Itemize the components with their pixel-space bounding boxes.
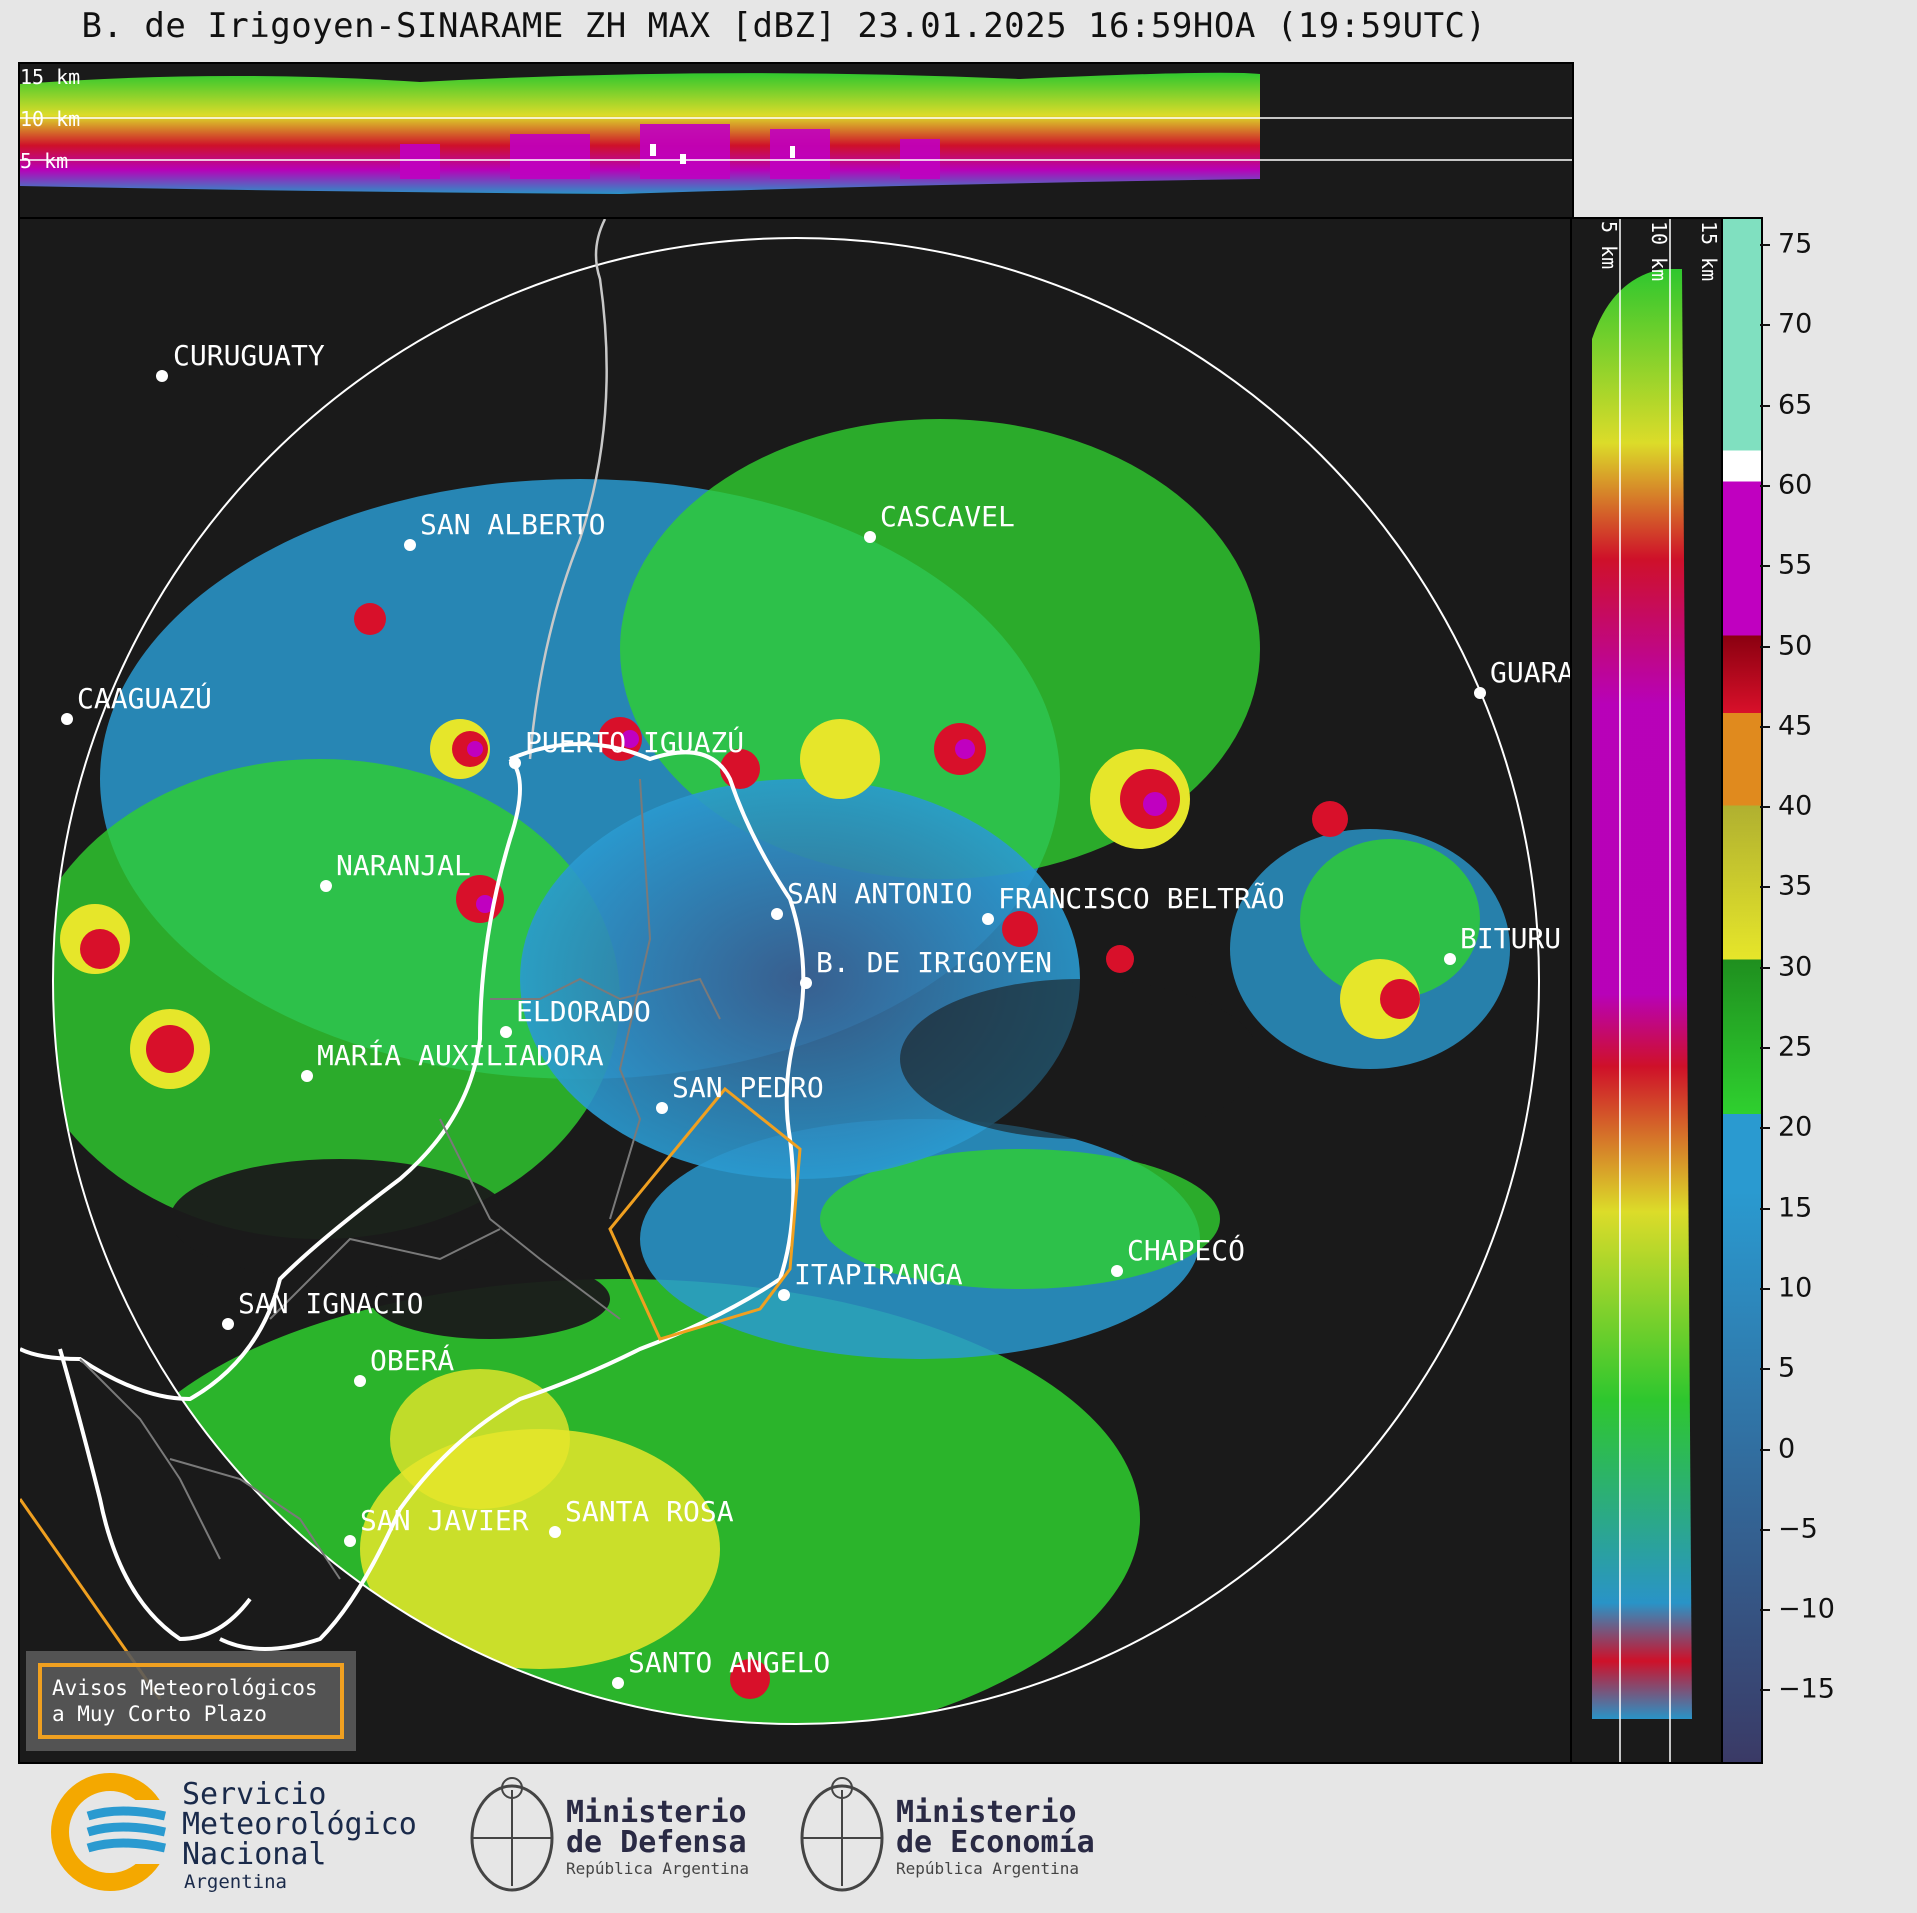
radar-map: CURUGUATY SAN ALBERTO CASCAVEL CAAGUAZÚ … [18,217,1574,1764]
colorbar-tick-label: 45 [1778,710,1813,742]
label-san-antonio: SAN ANTONIO [787,877,972,910]
warning-legend: Avisos Meteorológicos a Muy Corto Plazo [26,1651,356,1751]
top-height-label-5: 5 km [20,149,68,173]
side-profile-echo [1592,269,1692,1719]
label-san-alberto: SAN ALBERTO [420,508,605,541]
colorbar-tick-mark [1760,324,1770,327]
province-lines [79,778,721,1580]
label-bituru: BITURU [1460,922,1561,955]
map-title: B. de Irigoyen-SINARAME ZH MAX [dBZ] 23.… [81,6,1487,46]
defensa-line3: República Argentina [566,1859,749,1878]
economia-logo: Ministerio de Economía República Argenti… [800,1777,1095,1892]
colorbar-tick-label: 15 [1778,1192,1813,1224]
defensa-logo: Ministerio de Defensa República Argentin… [470,1777,749,1892]
colorbar-tick-mark [1760,484,1770,487]
dbz-colorbar [1721,217,1763,1764]
label-puerto-iguazu: PUERTO IGUAZÚ [525,725,744,759]
label-san-javier: SAN JAVIER [360,1504,529,1537]
colorbar-tick-mark [1760,1368,1770,1371]
colorbar-tick-label: 20 [1778,1111,1813,1143]
river-border-east [219,742,806,1651]
top-height-label-10: 10 km [20,107,80,131]
colorbar-tick-label: 55 [1778,549,1813,581]
colorbar-tick-label: 60 [1778,469,1813,501]
colorbar-tick-mark [1760,1207,1770,1210]
top-height-label-15: 15 km [20,65,80,89]
label-chapeco: CHAPECÓ [1127,1233,1245,1267]
colorbar-tick-label: 50 [1778,630,1813,661]
smn-line3: Nacional [182,1837,327,1872]
colorbar-tick-mark [1760,966,1770,969]
colorbar-tick-label: 0 [1778,1433,1796,1464]
smn-logo: Servicio Meteorológico Nacional Argentin… [51,1773,417,1893]
colorbar-tick-label: 5 [1778,1352,1796,1384]
top-height-profile: 15 km 10 km 5 km [18,62,1574,221]
colorbar-tick-mark [1760,886,1770,889]
warning-legend-line2: a Muy Corto Plazo [52,1702,267,1726]
side-height-label-5: 5 km [1597,221,1621,269]
colorbar-tick-mark [1760,1609,1770,1612]
range-ring [52,237,1540,1725]
label-guara: GUARA [1490,656,1572,689]
label-santo-angelo: SANTO ANGELO [628,1646,830,1679]
colorbar-tick-label: −5 [1778,1513,1818,1545]
economia-line2: de Economía [896,1825,1095,1860]
label-maria-auxiliadora: MARÍA AUXILIADORA [317,1038,604,1072]
colorbar-tick-mark [1760,565,1770,568]
colorbar-tick-mark [1760,404,1770,407]
smn-line2: Meteorológico [182,1807,417,1842]
colorbar-tick-label: 65 [1778,389,1813,421]
label-san-ignacio: SAN IGNACIO [238,1287,423,1320]
colorbar-tick-mark [1760,244,1770,246]
colorbar-tick-mark [1760,1689,1770,1692]
defensa-line1: Ministerio [566,1795,747,1830]
label-obera: OBERÁ [370,1343,454,1377]
colorbar-tick-mark [1760,1047,1770,1049]
colorbar-tick-label: 25 [1778,1031,1813,1063]
label-itapiranga: ITAPIRANGA [794,1258,963,1291]
colorbar-tick-mark [1760,645,1770,648]
colorbar-tick-label: 40 [1778,790,1813,822]
warning-polygon [608,1086,802,1341]
dbz-colorbar-ticks: 75 70 65 60 55 50 45 40 35 30 25 20 15 10 5 0 −5 −10 −15 [1760,217,1880,1760]
colorbar-tick-mark [1760,1287,1770,1290]
side-height-profile: 5 km 10 km 15 km [1570,217,1725,1764]
label-santa-rosa: SANTA ROSA [565,1495,734,1528]
colorbar-tick-label: 30 [1778,951,1813,983]
label-curuguaty: CURUGUATY [173,339,325,372]
label-caaguazu: CAAGUAZÚ [77,681,212,715]
colorbar-tick-label: −15 [1778,1673,1835,1705]
river-border-south [58,1348,252,1642]
side-height-label-10: 10 km [1647,221,1671,281]
river-border-west [20,757,522,1402]
colorbar-tick-label: 75 [1778,228,1813,260]
colorbar-tick-mark [1760,806,1770,809]
colorbar-tick-mark [1760,1448,1770,1451]
label-cascavel: CASCAVEL [880,500,1015,533]
side-height-label-15: 15 km [1697,221,1721,281]
label-francisco-beltrao: FRANCISCO BELTRÃO [998,882,1285,915]
footer-logos: Servicio Meteorológico Nacional Argentin… [0,1760,1917,1909]
economia-line1: Ministerio [896,1795,1077,1830]
colorbar-tick-mark [1760,1528,1770,1531]
country-border-line [528,219,608,760]
smn-line4: Argentina [184,1871,287,1893]
colorbar-tick-mark [1760,1127,1770,1130]
colorbar-tick-label: −10 [1778,1593,1835,1625]
colorbar-tick-mark [1760,725,1770,728]
colorbar-tick-label: 35 [1778,870,1813,902]
colorbar-tick-label: 70 [1778,308,1813,340]
colorbar-tick-label: 10 [1778,1272,1813,1304]
label-b-de-irigoyen: B. DE IRIGOYEN [816,946,1052,979]
economia-line3: República Argentina [896,1859,1079,1878]
warning-legend-line1: Avisos Meteorológicos [52,1676,318,1700]
defensa-line2: de Defensa [566,1825,747,1860]
label-naranjal: NARANJAL [336,849,471,882]
label-san-pedro: SAN PEDRO [672,1071,824,1104]
smn-line1: Servicio [182,1777,327,1812]
label-eldorado: ELDORADO [516,995,651,1028]
